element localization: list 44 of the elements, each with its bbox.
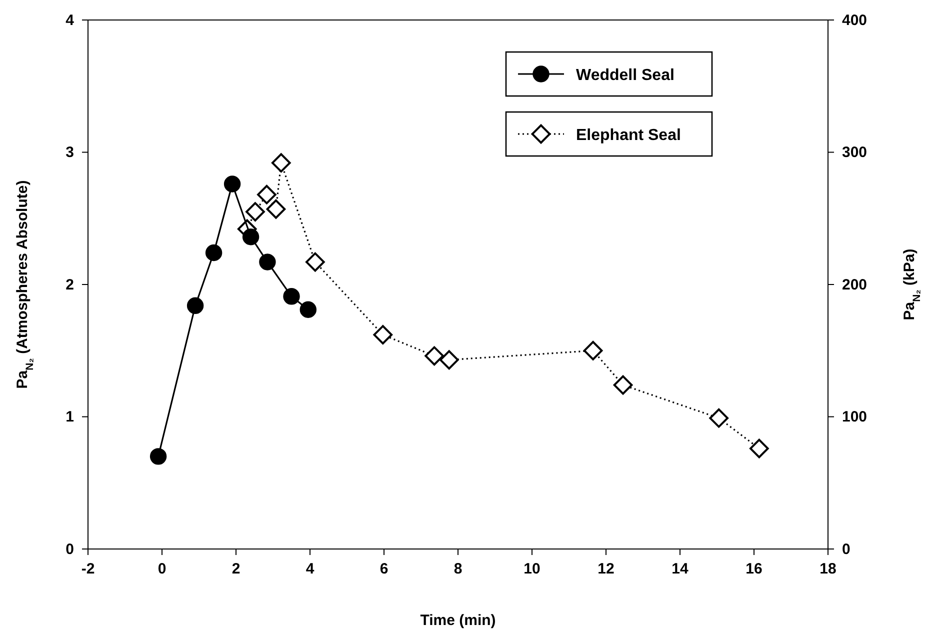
point <box>283 288 300 305</box>
y2-tick-label: 0 <box>842 540 850 558</box>
x-axis-title: Time (min) <box>420 612 496 629</box>
y-tick-label: 0 <box>66 540 74 558</box>
point <box>750 438 769 458</box>
point <box>259 254 276 270</box>
point <box>257 184 276 204</box>
point <box>242 228 260 246</box>
x-tick-label: 10 <box>524 560 540 578</box>
x-tick-label: 14 <box>672 560 689 578</box>
y2-tick-label: 300 <box>842 144 868 162</box>
y-tick-label: 3 <box>66 144 74 162</box>
x-tick-label: 16 <box>746 560 762 578</box>
legend-label: Elephant Seal <box>576 127 681 144</box>
y2-tick-label: 400 <box>842 12 868 29</box>
point <box>186 297 204 314</box>
point <box>583 340 603 360</box>
x-tick-label: 0 <box>158 560 166 578</box>
y-tick-label: 4 <box>66 12 75 29</box>
point <box>271 153 291 172</box>
point <box>150 448 167 465</box>
y-tick-label: 2 <box>66 276 74 294</box>
y-tick-label: 1 <box>66 408 74 426</box>
x-tick-label: -2 <box>81 560 95 578</box>
point <box>300 301 317 318</box>
point <box>613 375 633 395</box>
x-tick-label: 6 <box>380 560 388 578</box>
x-tick-label: 12 <box>598 560 614 578</box>
y2-tick-label: 200 <box>842 276 868 294</box>
point <box>205 244 222 262</box>
point <box>439 350 459 370</box>
y2-tick-label: 100 <box>842 408 868 426</box>
point <box>709 408 729 428</box>
point <box>266 199 286 219</box>
x-tick-label: 2 <box>232 560 240 578</box>
point <box>246 202 265 222</box>
point <box>373 325 393 344</box>
x-tick-label: 8 <box>454 560 462 578</box>
point <box>306 252 325 272</box>
point <box>424 346 444 366</box>
x-tick-label: 4 <box>306 560 315 578</box>
x-tick-label: 18 <box>820 560 836 578</box>
legend-label: Weddell Seal <box>576 67 674 84</box>
point <box>224 176 241 192</box>
